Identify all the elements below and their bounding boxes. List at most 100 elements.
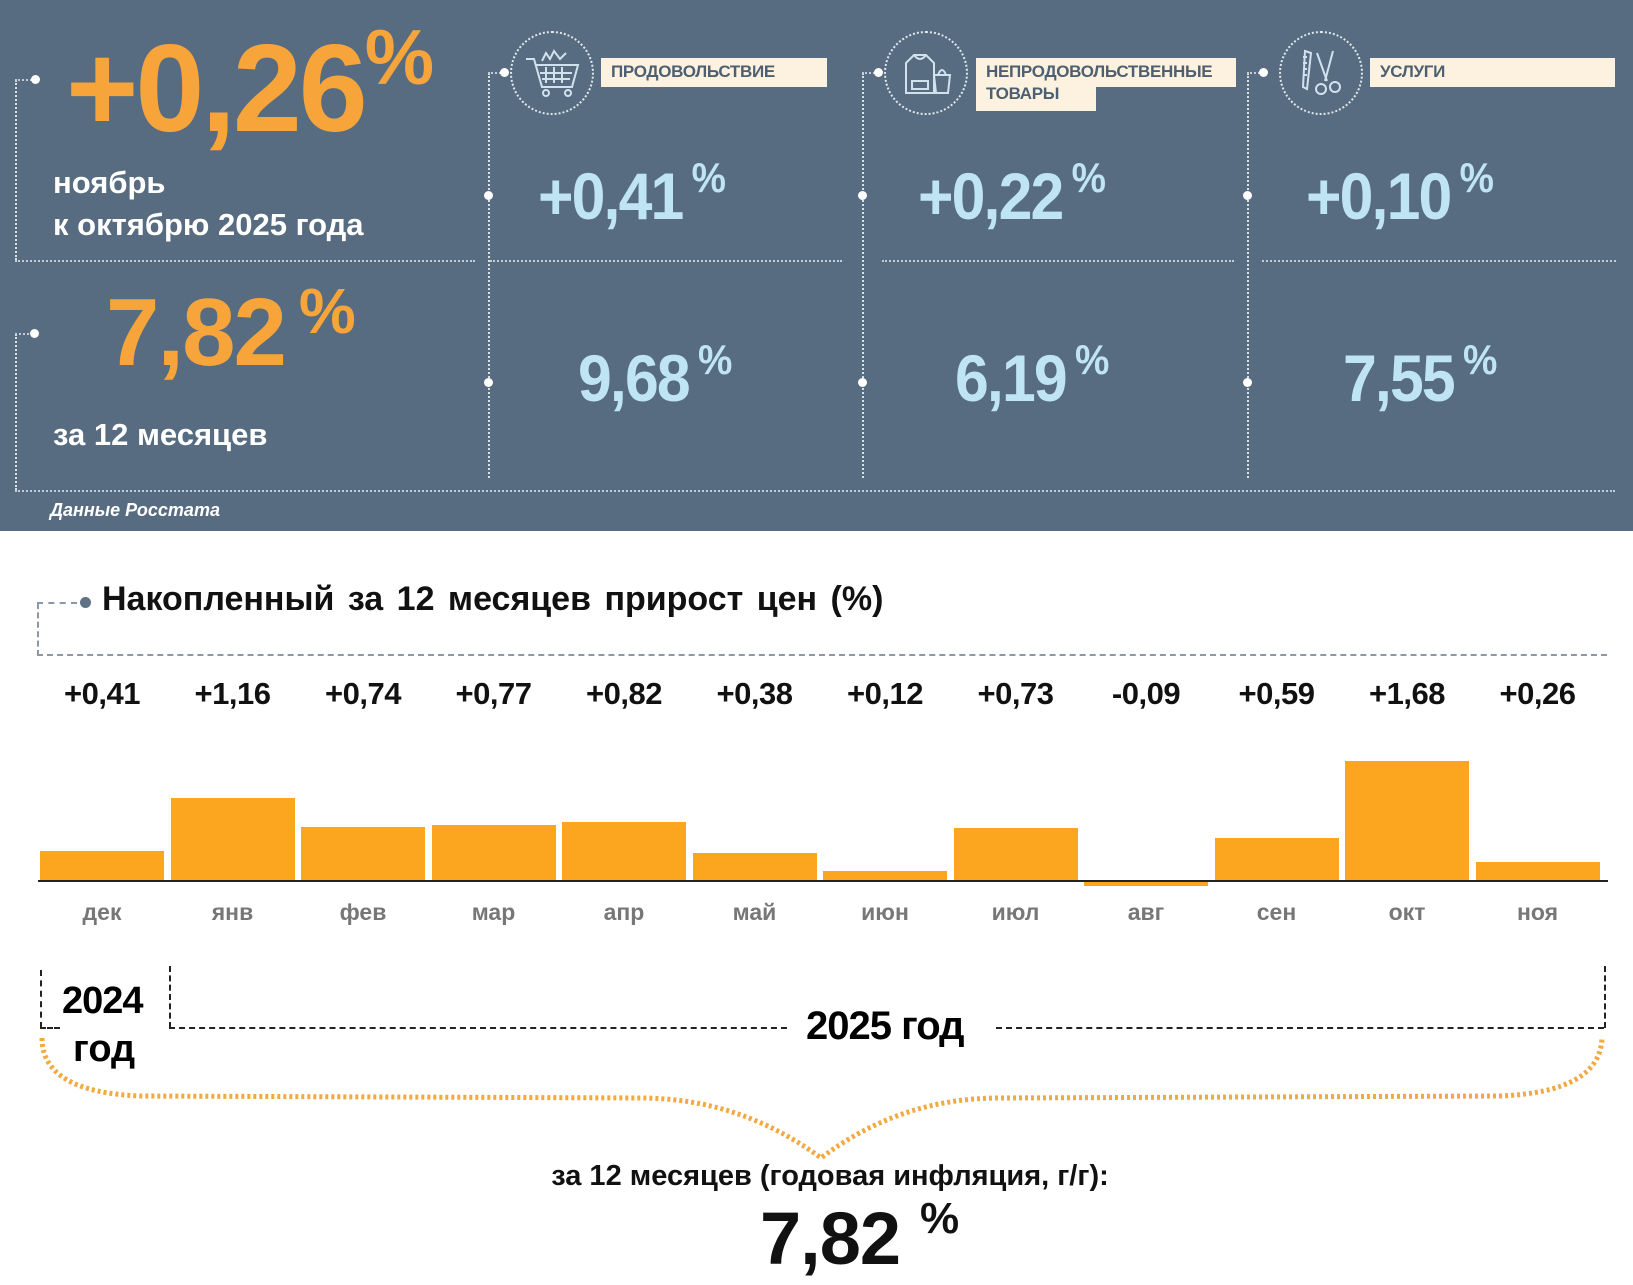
- divider: [1262, 260, 1616, 262]
- connector-line: [15, 333, 33, 335]
- divider: [15, 490, 1615, 492]
- value-label: +0,73: [977, 676, 1054, 711]
- connector-dot: [1243, 378, 1252, 387]
- bar-ноя: [1475, 861, 1600, 880]
- nonfood-annual-value: 6,19%: [955, 336, 1109, 415]
- connector-dot: [1243, 191, 1252, 200]
- bar-авг: [1084, 880, 1208, 887]
- bar-сен: [1214, 838, 1339, 880]
- comb-scissors-icon: [1279, 31, 1363, 115]
- month-label: авг: [1127, 899, 1165, 925]
- curly-brace: [39, 1037, 1605, 1162]
- services-annual-value: 7,55%: [1343, 336, 1497, 415]
- connector-line: [15, 79, 35, 81]
- bar-июн: [823, 871, 947, 880]
- connector-line: [488, 72, 504, 74]
- divider: [490, 260, 842, 262]
- connector-line: [15, 80, 17, 260]
- connector-line: [862, 72, 878, 74]
- shopping-cart-icon: [510, 31, 594, 115]
- summary-panel: +0,26% ноябрь к октябрю 2025 года 7,82% …: [0, 0, 1633, 531]
- chart-title: Накопленный за 12 месяцев прирост цен (%…: [102, 580, 884, 618]
- value-label: -0,09: [1111, 676, 1181, 711]
- year-2024-label-line2: год: [73, 1028, 136, 1070]
- month-label: янв: [211, 899, 254, 925]
- value-label: +0,38: [716, 676, 793, 711]
- bar-фев: [301, 827, 425, 880]
- connector-dot: [500, 68, 509, 77]
- category-label-nonfood-line2: ТОВАРЫ: [976, 84, 1096, 111]
- divider: [15, 260, 475, 262]
- source-note: Данные Росстата: [50, 500, 220, 520]
- connector-line: [37, 602, 77, 604]
- period-line: [169, 1027, 787, 1029]
- total-value: 7,82%: [760, 1194, 959, 1280]
- month-label: окт: [1388, 899, 1426, 925]
- connector-dot: [874, 68, 883, 77]
- connector-dot: [1259, 68, 1268, 77]
- annual-label: за 12 месяцев: [53, 417, 268, 452]
- connector-dot: [80, 597, 91, 608]
- value-label: +1,16: [194, 676, 271, 711]
- month-label: июл: [991, 899, 1040, 925]
- bar-янв: [170, 797, 295, 880]
- month-label: сен: [1256, 899, 1297, 925]
- services-monthly-value: +0,10%: [1306, 154, 1494, 233]
- connector-dot: [858, 191, 867, 200]
- chart-title-frame: [37, 603, 1607, 656]
- column-divider: [1247, 73, 1249, 478]
- bar-май: [692, 853, 817, 880]
- connector-line: [15, 334, 17, 490]
- chart-baseline: [38, 880, 1608, 882]
- month-label: мар: [471, 899, 516, 925]
- bar-июл: [953, 828, 1078, 880]
- year-2024-label: 2024: [62, 980, 144, 1022]
- year-2025-label: 2025 год: [806, 1004, 965, 1048]
- column-divider: [488, 73, 490, 478]
- connector-dot: [484, 378, 493, 387]
- period-line: [996, 1027, 1604, 1029]
- value-label: +1,68: [1369, 676, 1445, 711]
- month-label: июн: [861, 899, 909, 925]
- total-label: за 12 месяцев (годовая инфляция, г/г):: [551, 1160, 1109, 1192]
- connector-dot: [858, 378, 867, 387]
- month-label: фев: [339, 899, 387, 925]
- month-label: май: [732, 899, 777, 925]
- category-label-services: УСЛУГИ: [1370, 58, 1615, 87]
- period-2025-bracket: [1604, 966, 1606, 1028]
- month-label: ноя: [1516, 899, 1559, 925]
- monthly-inflation-value: +0,26%: [66, 13, 434, 158]
- value-label: +0,59: [1238, 676, 1315, 711]
- clothing-bag-icon: [884, 31, 968, 115]
- bar-дек: [40, 850, 164, 880]
- connector-dot: [484, 191, 493, 200]
- bar-апр: [562, 821, 686, 880]
- food-annual-value: 9,68%: [578, 336, 732, 415]
- period-divider: [169, 966, 171, 1028]
- month-label: дек: [82, 899, 122, 925]
- value-label: +0,74: [325, 676, 401, 711]
- food-monthly-value: +0,41%: [538, 154, 726, 233]
- category-label-nonfood: НЕПРОДОВОЛЬСТВЕННЫЕ: [976, 58, 1236, 87]
- period-2024-bracket: [40, 970, 42, 1028]
- bar-chart: +0,41 дек +1,16 янв +0,74 фев +0,77 мар +0,82 апр…: [40, 676, 1600, 925]
- bar-окт: [1345, 760, 1469, 880]
- bar-мар: [431, 825, 556, 880]
- connector-dot: [30, 329, 39, 338]
- column-divider: [862, 73, 864, 478]
- connector-line: [1247, 72, 1263, 74]
- annual-inflation-value: 7,82%: [106, 275, 356, 386]
- period-line: [40, 1027, 60, 1029]
- category-label-food: ПРОДОВОЛЬСТВИЕ: [601, 58, 827, 87]
- month-label: апр: [603, 899, 645, 925]
- divider: [882, 260, 1234, 262]
- monthly-label-line2: к октябрю 2025 года: [53, 207, 364, 242]
- value-label: +0,12: [847, 676, 923, 711]
- value-label: +0,77: [455, 676, 532, 711]
- monthly-label-line1: ноябрь: [53, 165, 166, 200]
- connector-dot: [31, 75, 40, 84]
- value-label: +0,41: [64, 676, 140, 711]
- nonfood-monthly-value: +0,22%: [918, 154, 1106, 233]
- value-label: +0,82: [586, 676, 662, 711]
- value-label: +0,26: [1499, 676, 1576, 711]
